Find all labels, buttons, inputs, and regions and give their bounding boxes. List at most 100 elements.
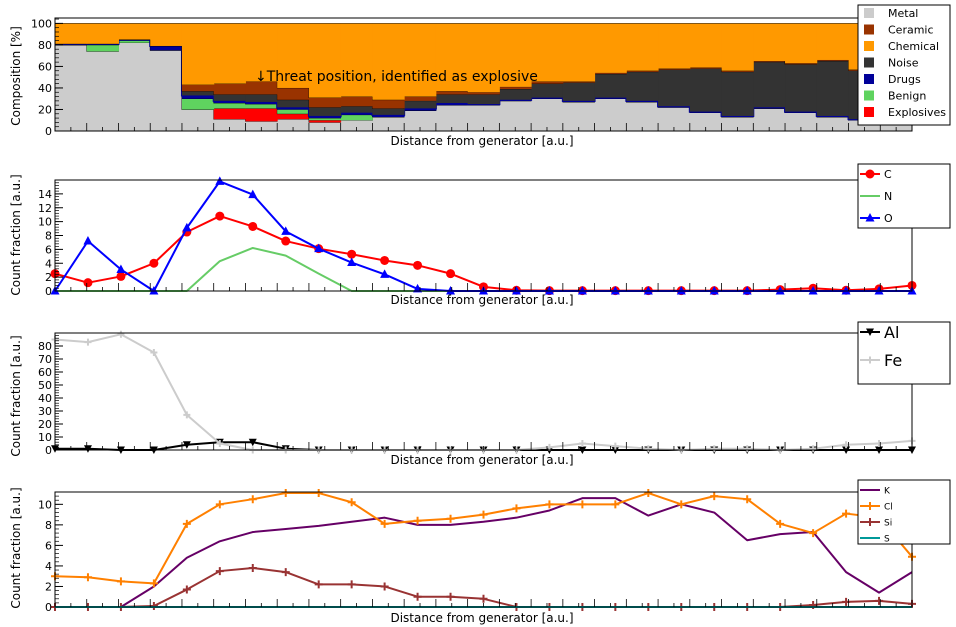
data-point	[809, 529, 818, 538]
data-point	[446, 592, 455, 601]
y-tick-label: 20	[38, 103, 52, 116]
bar-segment	[816, 59, 850, 62]
bar-segment	[118, 23, 151, 40]
bar-segment	[277, 99, 310, 108]
data-point	[149, 601, 158, 610]
y-tick-label: 10	[38, 216, 52, 229]
data-point	[578, 500, 587, 509]
data-point	[743, 445, 751, 453]
bar-segment	[372, 108, 405, 115]
bar-segment	[626, 70, 659, 72]
legend-label: Fe	[884, 351, 902, 370]
y-tick-label: 10	[38, 498, 52, 511]
y-tick-label: 80	[38, 340, 52, 353]
y-tick-label: 50	[38, 379, 52, 392]
bar-segment	[499, 23, 532, 87]
legend-swatch	[864, 107, 874, 117]
y-tick-label: 100	[31, 17, 52, 30]
bar-segment	[277, 107, 310, 110]
data-point	[808, 286, 818, 295]
bar-segment	[213, 108, 246, 120]
legend-swatch	[864, 57, 874, 68]
legend-label: Ceramic	[888, 24, 934, 37]
data-point	[84, 338, 92, 346]
data-point	[215, 567, 224, 576]
y-tick-label: 8	[45, 230, 52, 243]
legend-swatch	[864, 90, 874, 101]
data-point	[215, 500, 224, 509]
data-point	[578, 440, 586, 447]
bar-segment	[213, 94, 246, 101]
data-point	[841, 286, 851, 295]
data-point	[380, 582, 389, 591]
data-point	[314, 489, 323, 498]
bar-segment	[658, 69, 691, 107]
legend-label: O	[884, 212, 893, 225]
data-point	[83, 278, 93, 288]
y-tick-label: 12	[38, 202, 52, 215]
legend-entry: Si	[860, 518, 892, 528]
legend-entry: Metal	[864, 7, 918, 20]
k-cl-si-s-panel: 0 2 4 6 8 10 K Cl Si S Count fraction [a.u.] Dist…	[9, 479, 951, 625]
data-point	[281, 489, 290, 498]
data-point	[677, 500, 686, 509]
data-point	[83, 573, 92, 582]
data-point	[347, 580, 356, 589]
legend-label: Explosives	[888, 106, 946, 119]
data-point	[875, 440, 883, 447]
bar-segment	[308, 118, 342, 121]
legend-swatch	[864, 74, 874, 84]
bar-segment	[531, 83, 564, 98]
bar-segment	[340, 96, 373, 107]
bar-segment	[562, 101, 596, 131]
bar-segment	[562, 82, 596, 101]
data-point	[709, 286, 719, 295]
bar-segment	[213, 103, 246, 109]
bar-segment	[594, 72, 627, 74]
plot-frame	[54, 332, 913, 451]
legend-entry: Fe	[860, 351, 902, 370]
bar-segment	[467, 94, 500, 105]
legend-entry: K	[860, 486, 891, 496]
data-point	[479, 510, 488, 519]
bar-segment	[721, 70, 754, 72]
k-cl-si-s-plot-area: 0 2 4 6 8 10 K Cl Si S	[38, 479, 951, 614]
y-tick-label: 40	[38, 82, 52, 95]
bar-segment	[658, 107, 691, 131]
bar-segment	[562, 23, 596, 82]
data-point	[182, 585, 191, 594]
data-point	[83, 236, 93, 245]
y-axis-label: Count fraction [a.u.]	[9, 335, 23, 456]
data-point	[314, 580, 323, 589]
bar-segment	[753, 108, 786, 131]
legend-entry: Ceramic	[864, 24, 934, 37]
y-tick-label: 6	[45, 243, 52, 256]
bar-segment	[594, 73, 627, 98]
bar-segment	[277, 113, 310, 120]
data-point	[150, 349, 158, 356]
bar-segment	[435, 91, 469, 95]
bar-segment	[594, 23, 627, 73]
bar-segment	[118, 40, 151, 43]
bar-segment	[308, 23, 342, 98]
legend-entry: Al	[860, 323, 899, 342]
bar-segment	[785, 23, 818, 64]
bar-segment	[562, 81, 596, 83]
bar-segment	[340, 120, 373, 131]
bar-segment	[658, 68, 691, 70]
bar-segment	[340, 112, 373, 115]
data-point	[149, 579, 158, 588]
series-cl	[51, 489, 916, 588]
legend-swatch	[864, 24, 874, 35]
bar-segment	[340, 114, 373, 121]
data-point	[347, 498, 356, 507]
data-point	[775, 286, 785, 295]
bar-segment	[404, 96, 437, 101]
data-point	[215, 176, 225, 185]
bar-segment	[86, 44, 119, 52]
data-point	[248, 495, 257, 504]
bar-segment	[404, 23, 437, 97]
bar-segment	[467, 92, 500, 95]
bar-segment	[435, 23, 469, 92]
legend-entry: Cl	[860, 502, 893, 512]
